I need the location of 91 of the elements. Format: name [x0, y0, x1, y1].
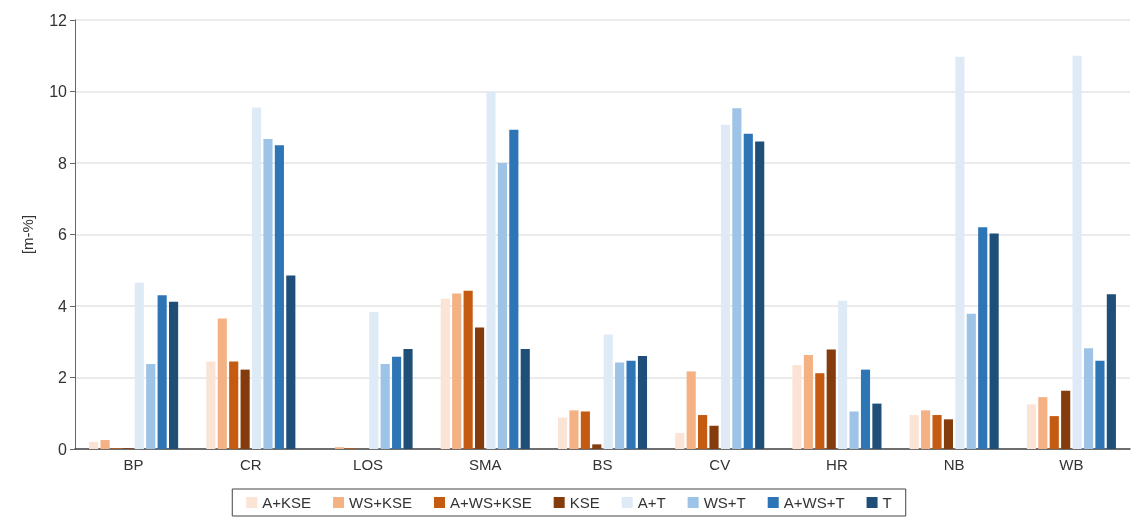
- bar: [686, 371, 696, 449]
- bar: [169, 301, 179, 449]
- bar: [943, 419, 954, 449]
- bar: [217, 318, 227, 449]
- y-tick-label: 0: [58, 440, 68, 458]
- x-tick-label: WB: [1059, 456, 1084, 473]
- bar: [709, 425, 719, 449]
- y-tick-label: 4: [58, 297, 68, 315]
- bar: [100, 440, 110, 449]
- bar: [520, 348, 530, 449]
- x-tick-label: NB: [943, 456, 965, 473]
- bar: [146, 363, 156, 449]
- bar: [286, 275, 296, 449]
- bar: [1072, 55, 1082, 449]
- bar: [206, 361, 216, 449]
- y-tick-label: 10: [49, 83, 68, 100]
- x-tick-label: CR: [240, 456, 262, 473]
- bar: [380, 363, 390, 449]
- legend-label: A+WS+T: [783, 494, 845, 511]
- bar: [637, 356, 648, 449]
- bar: [497, 163, 507, 449]
- x-tick-label: SMA: [469, 456, 502, 473]
- bar: [872, 403, 882, 449]
- bar: [921, 410, 931, 449]
- bar: [263, 139, 273, 449]
- bar: [475, 327, 485, 449]
- y-axis-title: [m-%]: [19, 214, 36, 255]
- legend-label: A+T: [637, 494, 666, 511]
- bar: [1049, 416, 1059, 449]
- x-tick-label: CV: [709, 456, 731, 473]
- bar: [989, 233, 999, 449]
- bar: [392, 356, 402, 449]
- bar: [274, 145, 284, 449]
- bar: [592, 444, 602, 449]
- bar: [792, 364, 802, 449]
- bar: [569, 410, 579, 449]
- legend-label: KSE: [569, 494, 600, 511]
- y-tick-label: 12: [49, 11, 68, 29]
- legend-label: A+WS+KSE: [449, 494, 532, 511]
- x-tick-label: BP: [123, 456, 144, 473]
- bar: [580, 411, 590, 449]
- bar: [89, 441, 99, 449]
- y-tick-label: 2: [58, 369, 68, 386]
- bar: [603, 334, 613, 449]
- legend-label: WS+KSE: [349, 494, 412, 511]
- bar: [229, 361, 239, 449]
- bar: [720, 124, 730, 449]
- bar: [134, 282, 144, 449]
- x-tick-label: LOS: [353, 456, 384, 473]
- bar: [1026, 404, 1036, 449]
- bar: [909, 415, 919, 449]
- bar: [486, 91, 496, 449]
- bar: [860, 369, 871, 449]
- bar: [966, 313, 976, 449]
- y-tick-label: 8: [58, 154, 68, 172]
- bar: [452, 293, 462, 449]
- bar: [157, 295, 167, 449]
- bar: [240, 369, 250, 449]
- bar: [675, 432, 685, 449]
- bar: [1083, 348, 1094, 449]
- bar: [1061, 390, 1071, 449]
- bar: [826, 349, 836, 449]
- bar: [440, 298, 450, 449]
- legend-label: A+KSE: [262, 494, 312, 511]
- y-tick-label: 6: [58, 226, 68, 243]
- bar: [732, 108, 742, 449]
- bar: [815, 373, 825, 449]
- bar: [463, 290, 473, 449]
- bar: [369, 312, 379, 449]
- x-tick-label: BS: [592, 456, 613, 473]
- legend-label: WS+T: [703, 494, 746, 511]
- bar: [849, 411, 859, 449]
- bar: [1095, 360, 1105, 449]
- bar: [955, 56, 965, 449]
- bar: [743, 133, 753, 449]
- bar: [755, 141, 765, 449]
- bar: [615, 362, 625, 449]
- bar: [626, 360, 636, 449]
- bar: [251, 107, 262, 449]
- legend-label: T: [882, 494, 892, 511]
- bar: [403, 348, 413, 449]
- bar: [978, 227, 988, 449]
- bar: [1038, 397, 1048, 449]
- x-tick-label: HR: [826, 456, 848, 473]
- bar: [509, 129, 519, 449]
- bar: [932, 415, 942, 449]
- bar: [698, 415, 708, 449]
- bar: [838, 300, 848, 449]
- bar: [1106, 294, 1116, 449]
- bar: [557, 417, 568, 449]
- bar: [803, 354, 813, 449]
